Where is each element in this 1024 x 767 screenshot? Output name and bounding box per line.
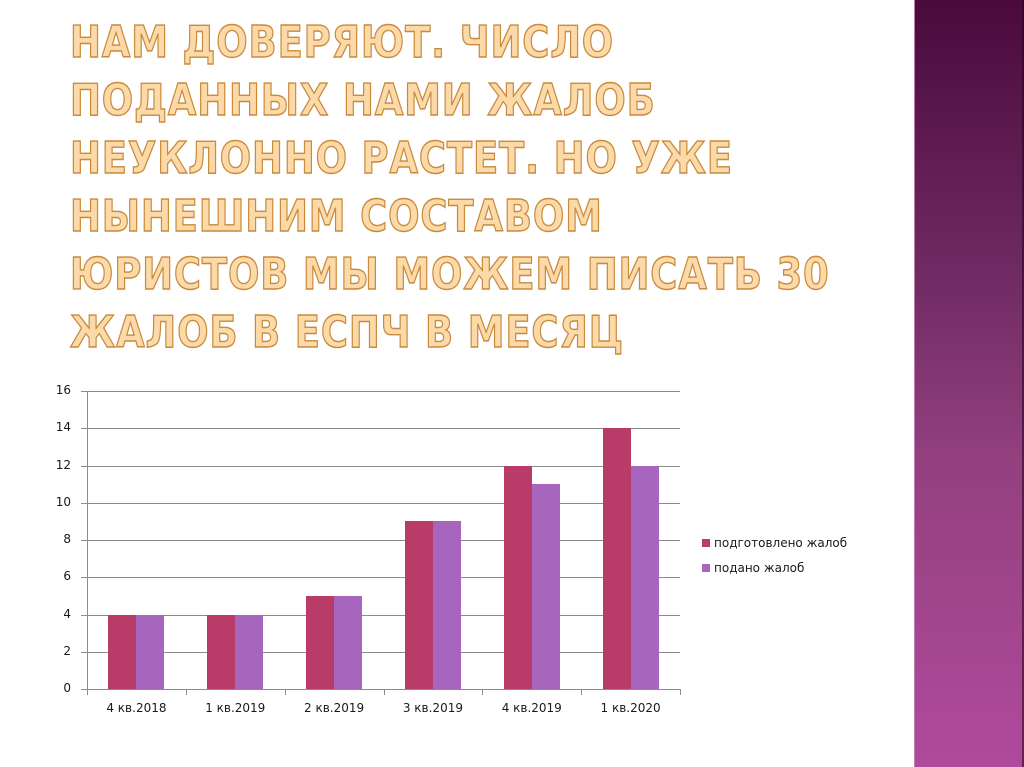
gridline: [87, 428, 680, 430]
bar: [108, 614, 137, 689]
y-tick: [81, 428, 87, 430]
bar: [207, 614, 236, 689]
y-tick: [81, 465, 87, 467]
bar: [334, 595, 363, 689]
bar: [432, 521, 461, 689]
x-tick: [87, 689, 88, 695]
x-tick: [284, 689, 286, 695]
legend-label: подготовлено жалоб: [714, 535, 848, 550]
title-line: Нам доверяют. Число: [69, 16, 615, 68]
title-line: юристов мы можем писать 30: [69, 248, 830, 300]
y-tick: [81, 577, 87, 579]
bar: [630, 465, 659, 689]
y-tick: [81, 502, 87, 504]
y-tick-label: 6: [63, 569, 71, 584]
gridline: [87, 465, 680, 467]
bar-chart: 0 2 4 6 8 10 12 14 16 4 кв.2018 1 кв.2019 2 кв.2019…: [56, 383, 847, 715]
y-tick: [81, 689, 87, 690]
title-line: неуклонно растет. Но уже: [69, 132, 733, 184]
gridline: [87, 502, 680, 504]
bar: [404, 521, 433, 689]
x-tick-label: 1 кв.2020: [600, 701, 661, 715]
plot-area: 0 2 4 6 8 10 12 14 16 4 кв.2018 1 кв.2019 2 кв.2019…: [56, 383, 681, 715]
gridline: [87, 614, 680, 616]
legend-item: подготовлено жалоб: [702, 530, 847, 555]
y-tick-label: 0: [63, 681, 71, 695]
chart-legend: подготовлено жалоб подано жалоб: [702, 530, 847, 580]
title-line: нынешним составом: [69, 190, 603, 242]
decorative-side-band: [914, 0, 1024, 767]
bar: [136, 614, 165, 689]
bar: [531, 484, 560, 689]
x-tick: [680, 689, 681, 695]
y-tick-label: 4: [63, 606, 71, 621]
x-tick: [482, 689, 484, 695]
x-tick: [383, 689, 385, 695]
title-line: поданных нами жалоб: [69, 74, 656, 126]
gridline: [87, 651, 680, 653]
gridline: [87, 540, 680, 541]
y-axis-line: [87, 391, 88, 689]
bar: [306, 595, 335, 689]
bar: [235, 614, 264, 689]
y-tick-label: 14: [55, 420, 71, 435]
x-tick: [185, 689, 187, 695]
y-tick-label: 2: [63, 643, 71, 658]
bar: [503, 465, 532, 689]
y-tick-label: 12: [55, 457, 71, 472]
bar: [602, 428, 631, 689]
y-tick: [81, 614, 87, 616]
title-line: жалоб в ЕСПЧ в месяц: [69, 306, 624, 358]
legend-item: подано жалоб: [702, 555, 847, 580]
x-tick-label: 2 кв.2019: [304, 701, 365, 715]
gridline: [87, 391, 680, 392]
legend-swatch: [702, 538, 710, 547]
slide-title: Нам доверяют. Число поданных нами жалоб …: [69, 14, 830, 362]
x-tick-label: 3 кв.2019: [402, 701, 463, 715]
y-tick-label: 10: [55, 494, 71, 509]
x-tick: [581, 689, 583, 695]
y-tick: [81, 391, 87, 392]
gridline: [87, 577, 680, 579]
y-tick: [81, 540, 87, 541]
x-tick-label: 4 кв.2019: [501, 701, 562, 715]
y-tick: [81, 651, 87, 653]
y-tick-label: 16: [55, 383, 71, 397]
y-tick-label: 8: [63, 532, 71, 546]
legend-swatch: [702, 563, 710, 572]
x-tick-label: 1 кв.2019: [205, 701, 266, 715]
legend-label: подано жалоб: [714, 560, 805, 575]
x-tick-label: 4 кв.2018: [106, 701, 167, 715]
